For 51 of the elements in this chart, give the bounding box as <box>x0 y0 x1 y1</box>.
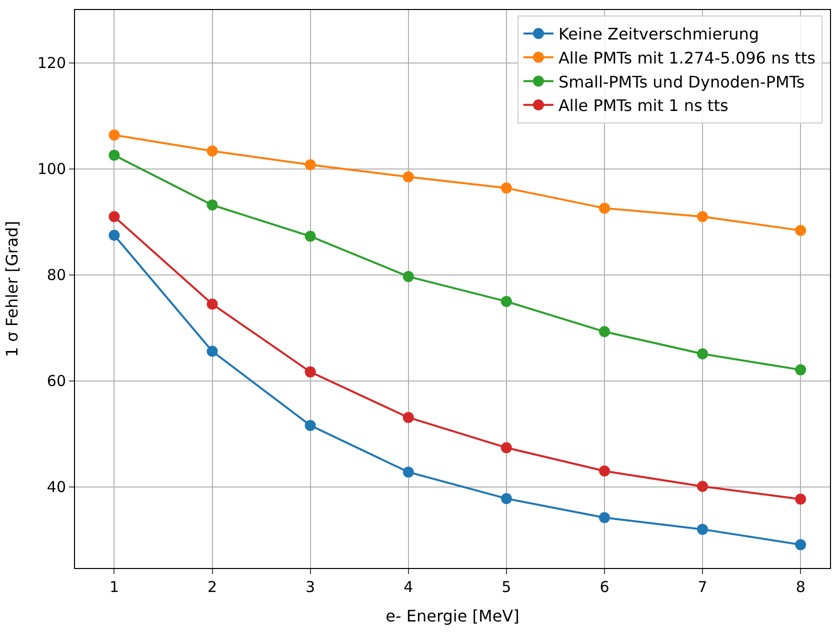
point <box>206 346 218 357</box>
point <box>795 494 806 505</box>
y-tick-label: 80 <box>46 266 66 284</box>
point <box>697 524 708 535</box>
legend-label: Alle PMTs mit 1 ns tts <box>558 96 728 116</box>
point <box>304 420 316 431</box>
x-tick-label: 2 <box>207 578 218 596</box>
legend-label: Small-PMTs und Dynoden-PMTs <box>558 72 805 92</box>
point <box>598 512 610 524</box>
y-tick-label: 120 <box>37 54 66 72</box>
point <box>795 224 806 236</box>
point <box>304 366 316 378</box>
x-axis-title: e- Energie [MeV] <box>386 606 520 626</box>
x-tick-label: 7 <box>698 578 708 596</box>
x-tick-label: 4 <box>404 578 414 596</box>
point <box>500 442 512 454</box>
point <box>108 230 120 241</box>
point <box>500 182 512 194</box>
x-tick-label: 3 <box>306 578 316 596</box>
point <box>304 230 316 242</box>
point <box>598 326 610 338</box>
x-tick-label: 1 <box>109 578 119 596</box>
point <box>500 493 512 504</box>
point <box>402 466 414 478</box>
point <box>697 348 708 360</box>
point <box>108 211 120 222</box>
point <box>402 271 414 282</box>
legend-label: Keine Zeitverschmierung <box>558 24 760 44</box>
point <box>697 211 708 222</box>
point <box>402 171 414 182</box>
point <box>206 298 218 310</box>
y-tick-label: 100 <box>37 160 66 178</box>
point <box>108 150 120 161</box>
y-tick-label: 60 <box>46 372 66 390</box>
point <box>598 466 610 477</box>
y-tick-label: 40 <box>46 478 66 496</box>
point <box>598 202 610 214</box>
x-tick-label: 6 <box>600 578 610 596</box>
point <box>206 200 218 211</box>
x-tick-label: 8 <box>796 578 806 596</box>
point <box>206 145 218 156</box>
y-axis-title: 1 σ Fehler [Grad] <box>2 220 22 358</box>
point <box>304 159 316 170</box>
point <box>795 539 806 550</box>
point <box>108 130 120 141</box>
point <box>795 364 806 376</box>
legend-label: Alle PMTs mit 1.274-5.096 ns tts <box>558 48 816 68</box>
point <box>500 296 512 307</box>
point <box>697 480 708 492</box>
x-tick-label: 5 <box>502 578 512 596</box>
point <box>402 412 414 423</box>
